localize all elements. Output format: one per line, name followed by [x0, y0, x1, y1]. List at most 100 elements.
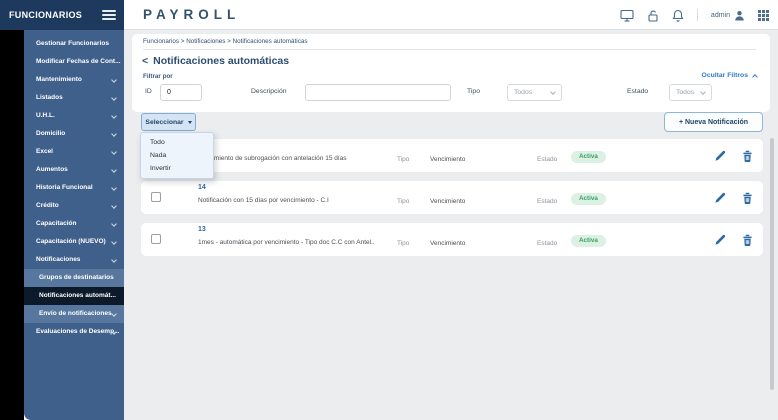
delete-icon[interactable] [741, 191, 754, 204]
topbar-actions: admin [620, 0, 769, 30]
sidebar-subitem[interactable]: Notificaciones automát... [24, 287, 124, 305]
sidebar-item[interactable]: Listados [24, 89, 124, 107]
chevron-down-icon [111, 257, 117, 263]
filter-section-label: Filtrar por [143, 73, 173, 80]
sidebar-item[interactable]: Mantenimiento [24, 71, 124, 89]
row-tipo-label: Tipo [397, 240, 409, 247]
row-checkbox[interactable] [151, 234, 161, 244]
sidebar-item[interactable]: Historia Funcional [24, 179, 124, 197]
chevron-down-icon [700, 89, 706, 95]
chevron-down-icon [111, 221, 117, 227]
table-row: 14 Notificación con 15 días por vencimie… [141, 181, 763, 214]
description-filter-label: Descripción [251, 88, 287, 95]
chevron-down-icon [111, 311, 117, 317]
row-tipo-label: Tipo [397, 156, 409, 163]
estado-filter-label: Estado [627, 88, 648, 95]
sidebar-item[interactable]: Evaluaciones de Desemp... [24, 323, 124, 341]
monitor-icon[interactable] [620, 9, 634, 22]
divider [697, 9, 698, 21]
chevron-down-icon [111, 185, 117, 191]
chevron-up-icon [752, 74, 758, 80]
row-tipo-label: Tipo [397, 198, 409, 205]
user-icon [734, 10, 745, 21]
chevron-down-icon [111, 149, 117, 155]
description-filter-input[interactable] [305, 84, 451, 101]
chevron-down-icon [111, 239, 117, 245]
user-menu[interactable]: admin [711, 10, 745, 21]
caret-down-icon [188, 121, 192, 124]
chevron-down-icon [111, 77, 117, 83]
edit-icon[interactable] [713, 233, 726, 246]
username-label: admin [711, 12, 730, 19]
row-description: Vencimiento de subrogación con antelació… [198, 155, 390, 162]
row-tipo-value: Vencimiento [430, 198, 465, 205]
edit-icon[interactable] [713, 149, 726, 162]
hide-filters-link[interactable]: Ocultar Filtros [702, 72, 757, 79]
menu-item[interactable]: Nada [141, 149, 213, 162]
sidebar-items: Gestionar Funcionarios Modificar Fechas … [24, 35, 124, 341]
filter-panel: Funcionarios > Notificaciones > Notifica… [132, 34, 770, 112]
top-bar: PAYROLL admin [124, 0, 778, 30]
sidebar-item[interactable]: Domicilio [24, 125, 124, 143]
new-notification-button[interactable]: + Nueva Notificación [664, 112, 763, 132]
sidebar-item[interactable]: Excel [24, 143, 124, 161]
chevron-down-icon [111, 113, 117, 119]
seleccionar-dropdown-menu: Todo Nada Invertir [140, 132, 214, 179]
chevron-down-icon [550, 89, 556, 95]
sidebar-item[interactable]: Crédito [24, 197, 124, 215]
sidebar-item[interactable]: Gestionar Funcionarios [24, 35, 124, 53]
row-id[interactable]: 13 [198, 226, 206, 233]
delete-icon[interactable] [741, 149, 754, 162]
chevron-down-icon [111, 167, 117, 173]
hamburger-menu-icon[interactable] [102, 10, 116, 22]
sidebar-subitem[interactable]: Grupos de destinatarios [24, 269, 124, 287]
sidebar-item[interactable]: Aumentos [24, 161, 124, 179]
sidebar-item[interactable]: Notificaciones [24, 251, 124, 269]
tipo-filter-label: Tipo [467, 88, 480, 95]
app-window: FUNCIONARIOS Gestionar Funcionarios Modi… [0, 0, 778, 420]
sidebar-item[interactable]: Capacitación [24, 215, 124, 233]
apps-grid-icon[interactable] [758, 10, 769, 21]
row-estado-label: Estado [537, 240, 557, 247]
status-badge: Activa [571, 193, 606, 205]
menu-item[interactable]: Invertir [141, 162, 213, 175]
main-content: Funcionarios > Notificaciones > Notifica… [124, 30, 778, 420]
tipo-filter-select[interactable]: Todos [507, 84, 562, 101]
status-badge: Activa [571, 151, 606, 163]
row-tipo-value: Vencimiento [430, 240, 465, 247]
sidebar-title: FUNCIONARIOS [9, 10, 82, 20]
sidebar-collapsed-rail [0, 30, 24, 420]
seleccionar-button[interactable]: Seleccionar [141, 113, 196, 131]
table-row: 15 Vencimiento de subrogación con antela… [141, 139, 763, 172]
row-estado-label: Estado [537, 156, 557, 163]
table-row: 13 1mes - automática por vencimiento - T… [141, 223, 763, 256]
edit-icon[interactable] [713, 191, 726, 204]
breadcrumb[interactable]: Funcionarios > Notificaciones > Notifica… [143, 38, 308, 45]
sidebar-item[interactable]: Capacitación (NUEVO) [24, 233, 124, 251]
divider [143, 49, 756, 50]
chevron-down-icon [111, 203, 117, 209]
bell-icon[interactable] [672, 9, 684, 22]
brand-logo: PAYROLL [143, 7, 240, 22]
status-badge: Activa [571, 235, 606, 247]
back-chevron[interactable]: < [142, 55, 148, 67]
delete-icon[interactable] [741, 233, 754, 246]
sidebar-subitem[interactable]: Envío de notificaciones [24, 305, 124, 323]
row-estado-label: Estado [537, 198, 557, 205]
unlock-icon[interactable] [647, 9, 659, 22]
row-id[interactable]: 14 [198, 184, 206, 191]
id-filter-input[interactable] [160, 84, 202, 101]
scrollbar[interactable] [770, 138, 774, 390]
page-title: Notificaciones automáticas [153, 55, 289, 67]
row-description: Notificación con 15 días por vencimiento… [198, 197, 390, 204]
sidebar: Gestionar Funcionarios Modificar Fechas … [24, 30, 124, 420]
menu-item[interactable]: Todo [141, 136, 213, 149]
sidebar-item[interactable]: U.H.L. [24, 107, 124, 125]
sidebar-item[interactable]: Modificar Fechas de Cont... [24, 53, 124, 71]
estado-filter-select[interactable]: Todos [669, 84, 712, 101]
row-checkbox[interactable] [151, 192, 161, 202]
page-title-row: < Notificaciones automáticas [142, 55, 289, 67]
chevron-down-icon [111, 95, 117, 101]
sidebar-header: FUNCIONARIOS [0, 0, 124, 30]
id-filter-label: ID [145, 88, 152, 95]
